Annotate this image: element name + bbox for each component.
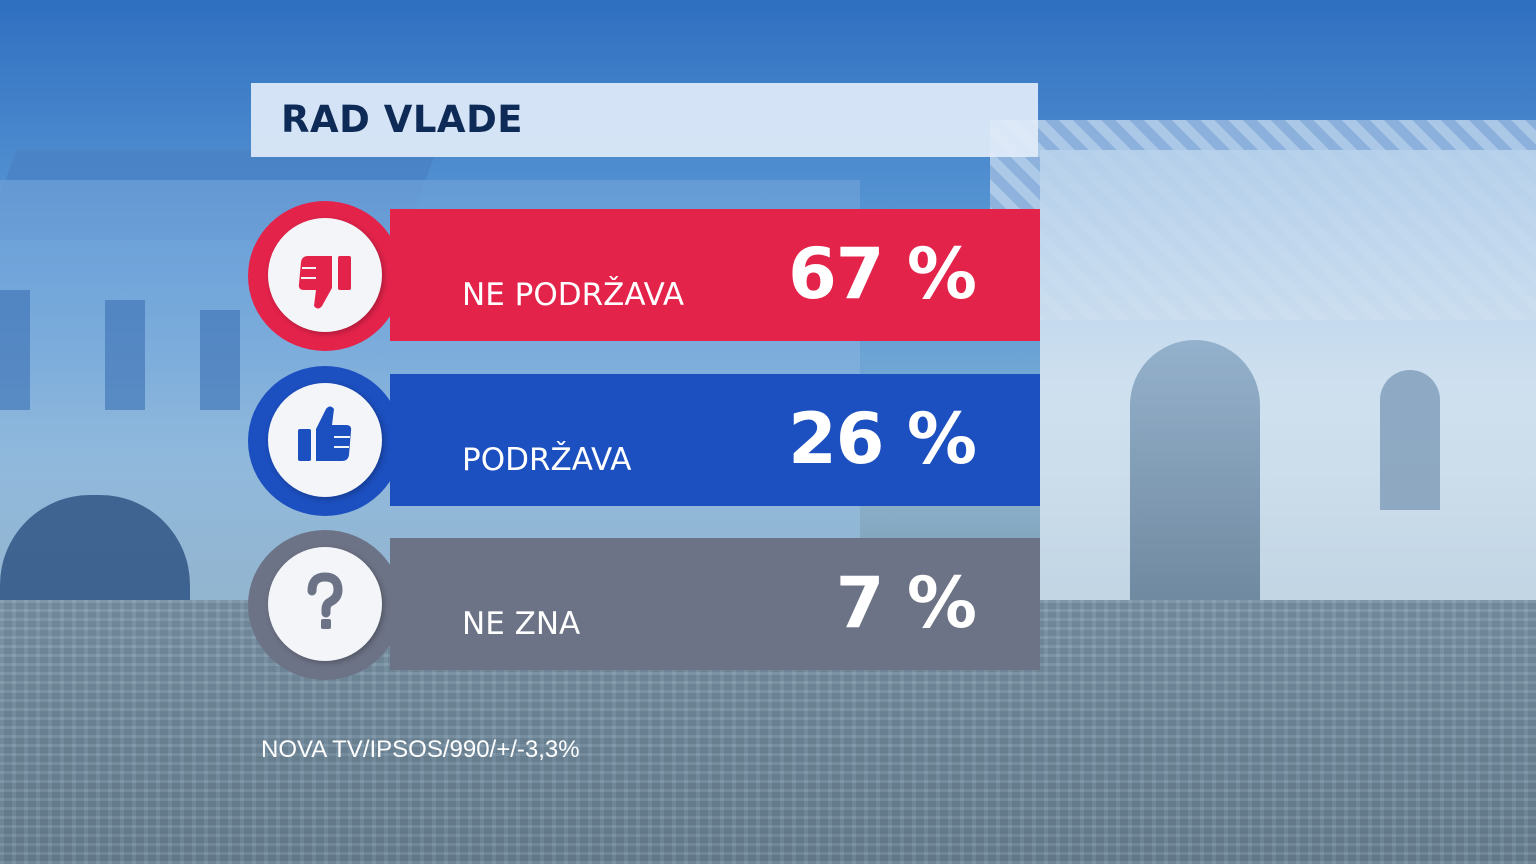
bar-value: 67 % [788,233,977,315]
bar-row-ne-podrzava: NE PODRŽAVA 67 % [0,201,1536,351]
bar-row-podrzava: PODRŽAVA 26 % [0,366,1536,516]
bar-ne-podrzava: NE PODRŽAVA 67 % [390,209,1040,341]
icon-badge [248,366,402,516]
source-note: NOVA TV/IPSOS/990/+/-3,3% [261,736,580,763]
chart-title: RAD VLADE [281,98,524,141]
question-mark-icon [307,572,343,629]
bar-podrzava: PODRŽAVA 26 % [390,374,1040,506]
bar-label: NE PODRŽAVA [462,277,685,313]
bar-value: 26 % [788,398,977,480]
thumbs-down-icon [298,256,351,309]
title-bar: RAD VLADE [251,83,1038,157]
bar-label: NE ZNA [462,606,581,642]
icon-badge [248,201,402,351]
icon-badge [248,530,402,680]
bar-row-ne-zna: NE ZNA 7 % [0,530,1536,680]
bar-label: PODRŽAVA [462,442,632,478]
bar-ne-zna: NE ZNA 7 % [390,538,1040,670]
thumbs-up-icon [298,406,352,461]
bar-value: 7 % [835,562,977,644]
